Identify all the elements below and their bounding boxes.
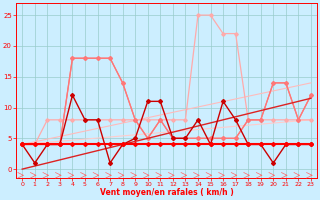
X-axis label: Vent moyen/en rafales ( km/h ): Vent moyen/en rafales ( km/h ) <box>100 188 234 197</box>
